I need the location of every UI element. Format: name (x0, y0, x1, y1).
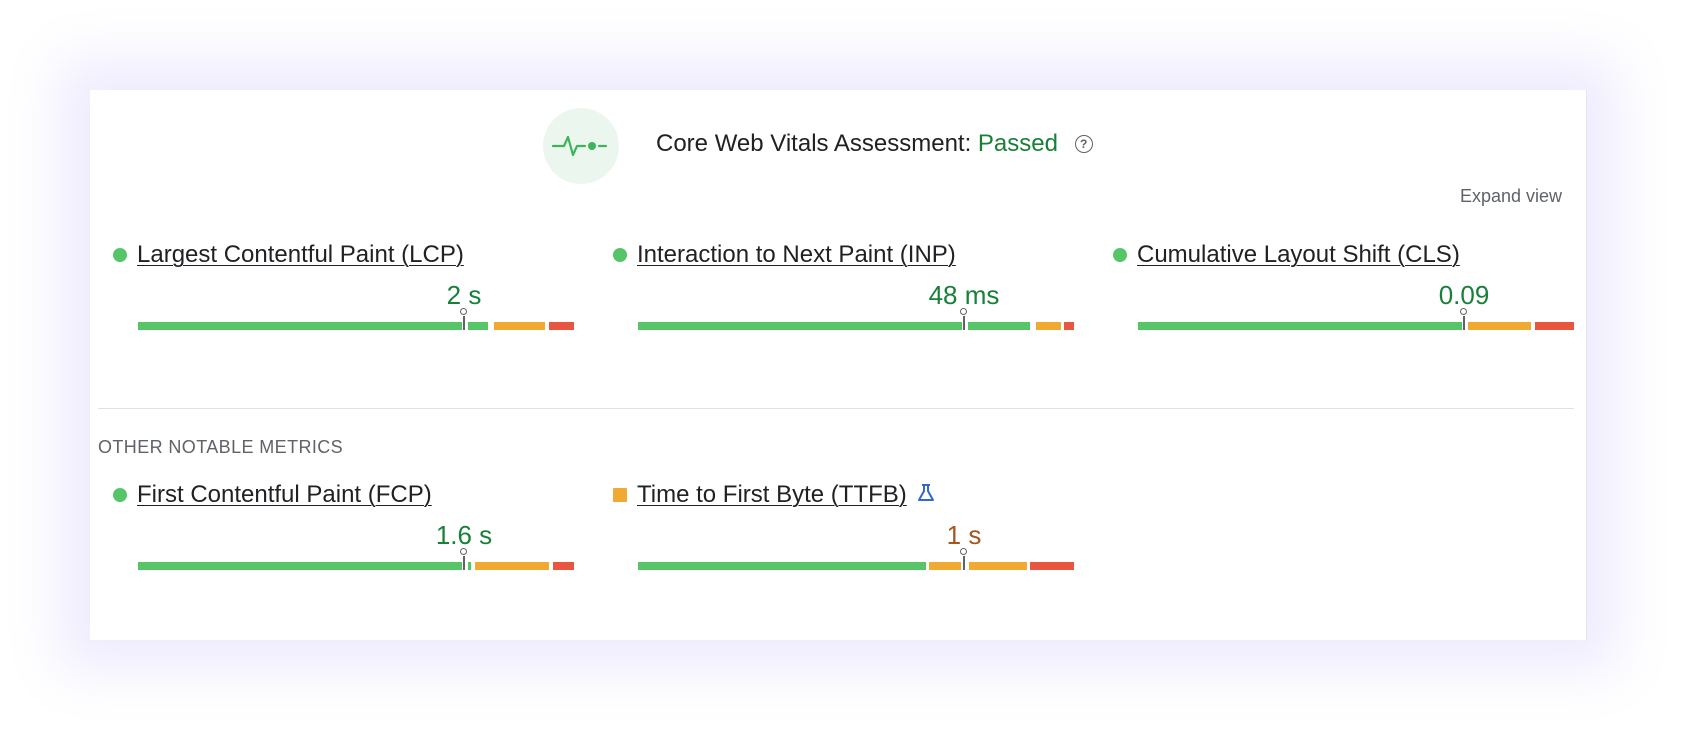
bar-good-segment (968, 322, 1030, 330)
metric-name-link[interactable]: Largest Contentful Paint (LCP) (137, 241, 464, 268)
assessment-title-text: Core Web Vitals Assessment: (656, 130, 972, 157)
metric-name-link[interactable]: Cumulative Layout Shift (CLS) (1137, 241, 1460, 268)
metric-fcp: First Contentful Paint (FCP) 1.6 s (90, 480, 590, 590)
metric-label-row: Time to First Byte (TTFB) (613, 480, 935, 510)
bar-good-segment (638, 322, 962, 330)
good-dot-icon (113, 248, 127, 262)
bar-good-segment (638, 562, 926, 570)
good-dot-icon (113, 488, 127, 502)
metric-ttfb: Time to First Byte (TTFB) 1 s (590, 480, 1090, 590)
bar-poor-segment (549, 322, 574, 330)
metric-inp: Interaction to Next Paint (INP) 48 ms (590, 240, 1090, 350)
bar-average-segment (929, 562, 961, 570)
metric-cls: Cumulative Layout Shift (CLS) 0.09 (1090, 240, 1590, 350)
bar-poor-segment (1535, 322, 1574, 330)
good-dot-icon (613, 248, 627, 262)
cwv-card: Core Web Vitals Assessment: Passed ? Exp… (90, 90, 1587, 640)
average-square-icon (613, 488, 627, 502)
bar-poor-segment (1064, 322, 1074, 330)
metric-lcp: Largest Contentful Paint (LCP) 2 s (90, 240, 590, 350)
bar-average-segment (1468, 322, 1531, 330)
assessment-header: Core Web Vitals Assessment: Passed ? (90, 108, 1586, 188)
pulse-icon (543, 108, 619, 184)
section-divider (98, 408, 1574, 409)
other-metrics-heading: OTHER NOTABLE METRICS (98, 437, 344, 457)
expand-view-link[interactable]: Expand view (1459, 186, 1562, 206)
metric-value: 2 s (446, 280, 482, 310)
value-marker-icon (959, 308, 969, 330)
bar-good-segment (138, 562, 462, 570)
metric-value: 48 ms (928, 280, 1000, 310)
metric-name-link[interactable]: Time to First Byte (TTFB) (637, 481, 907, 508)
bar-average-segment (494, 322, 545, 330)
metric-label-row: First Contentful Paint (FCP) (113, 480, 432, 510)
bar-poor-segment (1030, 562, 1074, 570)
assessment-status: Passed (977, 130, 1058, 157)
bar-average-segment (475, 562, 549, 570)
metric-name-link[interactable]: First Contentful Paint (FCP) (137, 481, 432, 508)
lab-flask-icon[interactable] (917, 483, 935, 508)
metric-distribution-bar (1138, 308, 1574, 330)
value-marker-icon (959, 548, 969, 570)
value-marker-icon (459, 308, 469, 330)
metric-value: 1 s (946, 520, 982, 550)
metric-distribution-bar (638, 308, 1074, 330)
metric-label-row: Cumulative Layout Shift (CLS) (1113, 240, 1460, 270)
value-marker-icon (1459, 308, 1469, 330)
metric-name-link[interactable]: Interaction to Next Paint (INP) (637, 241, 956, 268)
metric-value: 0.09 (1438, 280, 1490, 310)
value-marker-icon (459, 548, 469, 570)
bar-good-segment (1138, 322, 1462, 330)
bar-good-segment (468, 562, 471, 570)
metric-distribution-bar (638, 548, 1074, 570)
bar-good-segment (468, 322, 488, 330)
metric-distribution-bar (138, 548, 574, 570)
assessment-title: Core Web Vitals Assessment: Passed ? (656, 130, 1093, 158)
good-dot-icon (1113, 248, 1127, 262)
bar-average-segment (1036, 322, 1061, 330)
metric-value: 1.6 s (435, 520, 493, 550)
bar-poor-segment (553, 562, 574, 570)
question-icon[interactable]: ? (1074, 135, 1093, 153)
bar-good-segment (138, 322, 462, 330)
metric-label-row: Largest Contentful Paint (LCP) (113, 240, 464, 270)
bar-average-segment (969, 562, 1027, 570)
metric-label-row: Interaction to Next Paint (INP) (613, 240, 956, 270)
metric-distribution-bar (138, 308, 574, 330)
